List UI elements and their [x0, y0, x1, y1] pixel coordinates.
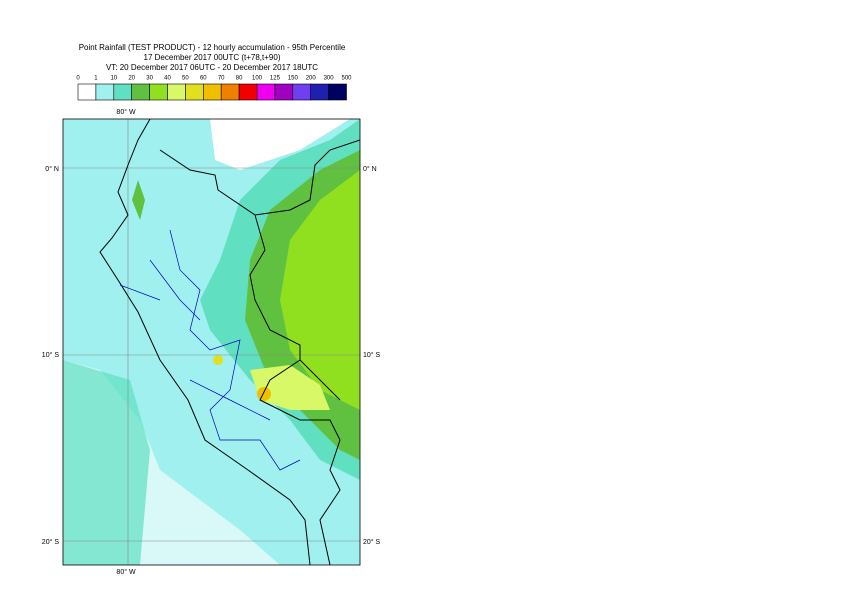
legend-label: 125	[270, 76, 281, 82]
legend-swatch	[328, 83, 347, 101]
legend-label: 80	[236, 76, 243, 82]
lat-label: 0° N	[363, 165, 377, 173]
legend-swatch	[203, 83, 222, 101]
valid-time: VT: 20 December 2017 06UTC - 20 December…	[106, 63, 318, 72]
legend-label: 150	[288, 76, 299, 82]
legend-swatch	[95, 83, 115, 101]
legend-swatch	[149, 83, 168, 101]
legend-label: 200	[306, 76, 317, 82]
legend-swatch	[77, 83, 97, 101]
rain-50	[213, 355, 223, 365]
legend-label: 20	[128, 76, 135, 82]
legend-label: 70	[218, 76, 225, 82]
legend-label: 60	[200, 76, 207, 82]
legend-label: 30	[146, 76, 153, 82]
legend-swatch	[113, 83, 133, 101]
lon-label: 80° W	[116, 568, 136, 576]
legend-label: 1	[94, 76, 98, 82]
lat-label: 20° S	[363, 538, 381, 546]
lon-label: 80° W	[116, 108, 136, 116]
title: Point Rainfall (TEST PRODUCT) - 12 hourl…	[79, 43, 346, 52]
legend-label: 500	[341, 76, 352, 82]
map	[63, 119, 360, 565]
legend-swatch	[256, 83, 276, 101]
borders	[159, 139, 360, 565]
legend-swatch	[274, 83, 294, 101]
lat-label: 0° N	[45, 165, 59, 173]
legend-swatch	[131, 83, 150, 101]
coastline	[99, 119, 311, 565]
legend-label: 300	[324, 76, 335, 82]
legend-label: 100	[252, 76, 263, 82]
lat-label: 10° S	[363, 351, 381, 359]
legend-label: 10	[110, 76, 117, 82]
legend-swatch	[167, 83, 186, 101]
lat-label: 10° S	[42, 351, 60, 359]
lat-label: 20° S	[42, 538, 60, 546]
legend: 0 1 10 20 30 40 50 60 70 80 100 125 150 200 300 500	[76, 76, 352, 101]
rain-60	[257, 387, 271, 401]
map-frame	[62, 118, 361, 566]
rain-40	[250, 365, 330, 410]
legend-label: 0	[76, 76, 80, 82]
dry-area	[210, 119, 350, 170]
legend-swatch	[292, 83, 311, 101]
legend-swatch	[220, 83, 240, 101]
regions	[119, 229, 301, 471]
legend-swatch	[238, 83, 258, 101]
legend-label: 40	[164, 76, 171, 82]
legend-swatch	[185, 83, 204, 101]
base-time: 17 December 2017 00UTC (t+78,t+90)	[144, 53, 281, 62]
legend-swatch	[310, 83, 329, 101]
legend-label: 50	[182, 76, 189, 82]
rain-20-north	[132, 180, 145, 220]
